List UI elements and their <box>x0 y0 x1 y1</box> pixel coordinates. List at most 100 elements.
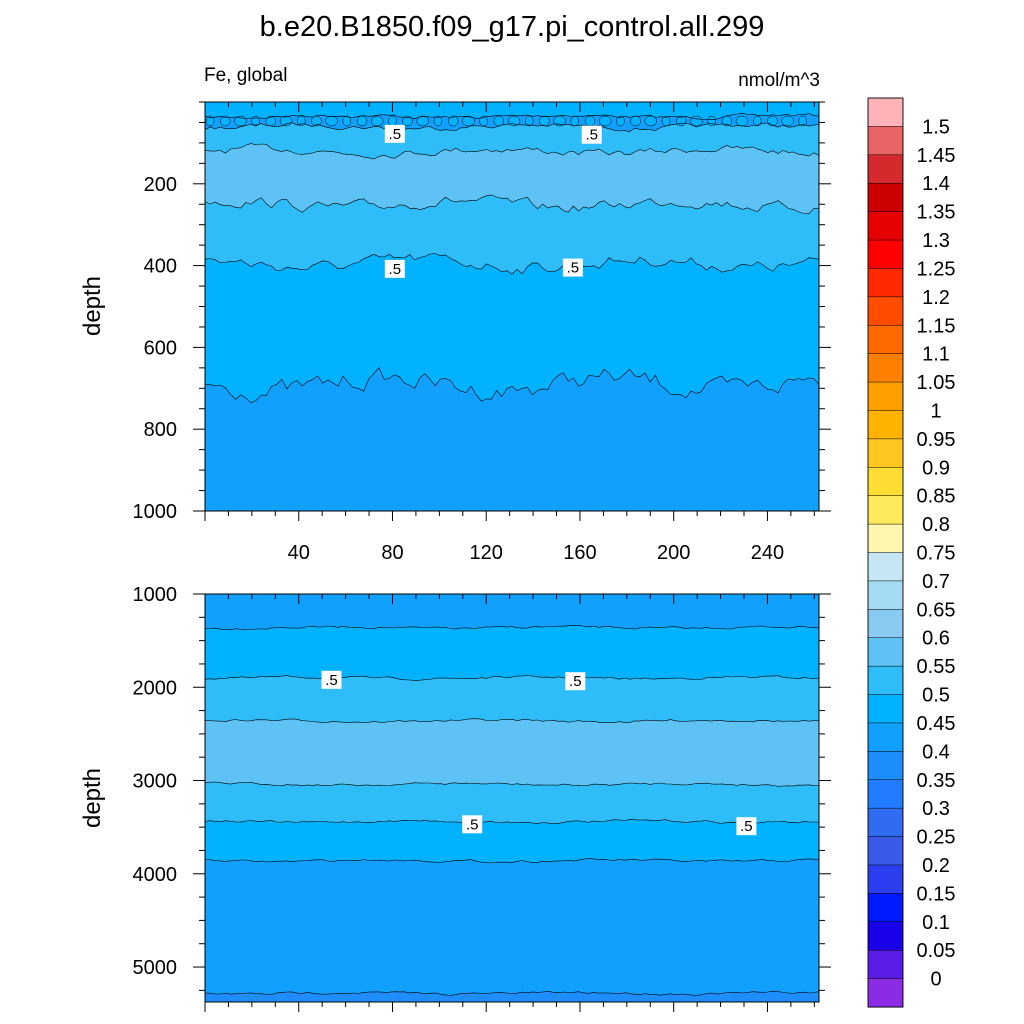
lower-panel: .5 .5 .5 .5 1000 2000 3000 4000 5000 depth <box>79 584 831 1012</box>
upper-band-4 <box>205 194 819 275</box>
colorbar-label: 1.45 <box>917 145 956 167</box>
upper-surface-eddy <box>447 115 459 127</box>
upper-surface-eddy <box>342 115 352 127</box>
upper-surface-eddy <box>570 115 580 127</box>
upper-contour-label-0: .5 <box>389 126 402 143</box>
upper-surface-eddy <box>251 115 260 127</box>
upper-surface-eddy <box>416 115 430 127</box>
colorbar-swatch <box>867 154 904 184</box>
colorbar-label: 0.45 <box>917 713 956 735</box>
lower-contour-lines <box>204 624 820 996</box>
lower-contour-label-box-1 <box>565 672 586 691</box>
colorbar-swatch <box>867 467 904 497</box>
lower-contour-line-5 <box>204 819 820 825</box>
colorbar-label: 0.2 <box>922 855 950 877</box>
upper-ytick-label: 800 <box>144 419 177 441</box>
colorbar-swatch <box>867 609 904 639</box>
upper-ytick-label: 600 <box>144 337 177 359</box>
upper-contour-line-3 <box>204 143 820 160</box>
lower-ytick-label: 1000 <box>133 584 178 606</box>
upper-contour-line-5 <box>204 253 820 275</box>
colorbar-swatch <box>867 864 904 894</box>
colorbar-label: 0.35 <box>917 770 956 792</box>
upper-surface-eddy <box>584 115 596 127</box>
lower-contour-label-2: .5 <box>466 816 479 833</box>
colorbar-label: 1.15 <box>917 315 956 337</box>
lower-band-2 <box>205 675 819 723</box>
colorbar-swatch <box>867 410 904 440</box>
colorbar-swatch <box>867 694 904 724</box>
colorbar-swatch <box>867 268 904 298</box>
upper-contour-lines <box>204 112 820 404</box>
colorbar-label: 1.3 <box>922 230 950 252</box>
lower-contour-label-box-2 <box>462 815 483 834</box>
colorbar-swatch <box>867 893 904 923</box>
upper-band-5 <box>205 253 819 403</box>
upper-band-0 <box>205 102 819 120</box>
colorbar-label: 0.55 <box>917 656 956 678</box>
lower-contour-label-box-3 <box>736 817 757 836</box>
upper-surface-eddy <box>219 115 231 127</box>
colorbar-label: 1.25 <box>917 258 956 280</box>
upper-surface-eddy <box>735 115 749 127</box>
upper-contour-label-1: .5 <box>585 127 598 144</box>
colorbar-label: 0.3 <box>922 798 950 820</box>
colorbar-swatch <box>867 126 904 156</box>
colorbar-label: 0 <box>930 969 941 991</box>
upper-contour-line-2 <box>204 122 820 132</box>
colorbar-label: 0.95 <box>917 429 956 451</box>
colorbar-swatch <box>867 438 904 468</box>
upper-surface-eddy <box>690 115 703 127</box>
lower-contour-fills <box>205 594 819 1002</box>
upper-xtick-label: 80 <box>381 542 403 564</box>
colorbar-swatch <box>867 239 904 269</box>
upper-surface-eddy <box>479 115 488 127</box>
upper-surface-eddy <box>539 115 550 127</box>
upper-surface-eddy <box>721 115 733 127</box>
upper-contour-label-box-1 <box>581 125 602 144</box>
lower-band-1 <box>205 625 819 681</box>
units-label: nmol/m^3 <box>738 70 820 91</box>
upper-surface-eddy <box>598 115 612 127</box>
lower-frame <box>204 593 820 1003</box>
lower-contour-line-1 <box>204 624 820 631</box>
lower-ytick-label: 5000 <box>133 957 178 979</box>
upper-contour-fills <box>205 102 819 511</box>
upper-band-2 <box>205 122 819 159</box>
colorbar-swatch <box>867 637 904 667</box>
upper-surface-eddy <box>798 115 808 127</box>
upper-band-6 <box>205 367 819 511</box>
colorbar-swatch <box>867 182 904 213</box>
colorbar-swatch <box>867 523 904 554</box>
upper-contour-line-6 <box>204 367 820 404</box>
upper-surface-eddy <box>311 115 322 127</box>
colorbar-label: 1.5 <box>922 116 950 138</box>
upper-xtick-label: 160 <box>563 542 596 564</box>
upper-ytick-label: 200 <box>144 174 177 196</box>
colorbar-swatch <box>867 353 904 383</box>
lower-contour-line-3 <box>204 718 820 723</box>
colorbar-label: 0.5 <box>922 685 950 707</box>
lower-contour-labels: .5 .5 .5 .5 <box>321 670 757 836</box>
colorbar-label: 0.7 <box>922 571 950 593</box>
upper-ylabel: depth <box>79 276 106 336</box>
upper-surface-eddy <box>234 115 247 127</box>
colorbar-label: 1 <box>930 401 941 423</box>
upper-xtick-label: 200 <box>657 542 690 564</box>
lower-contour-line-6 <box>204 858 820 864</box>
upper-surface-eddy <box>370 115 384 127</box>
colorbar-label: 0.1 <box>922 912 950 934</box>
lower-band-6 <box>205 858 819 996</box>
colorbar-label: 0.9 <box>922 457 950 479</box>
upper-contour-line-1 <box>204 112 820 120</box>
upper-surface-eddy <box>767 115 778 127</box>
lower-band-0 <box>205 594 819 630</box>
upper-surface-eddy <box>402 115 413 127</box>
upper-contour-label-3: .5 <box>567 260 580 277</box>
lower-band-7 <box>205 991 819 1002</box>
colorbar-swatch <box>867 836 904 866</box>
colorbar-label: 1.05 <box>917 372 956 394</box>
figure-title: b.e20.B1850.f09_g17.pi_control.all.299 <box>260 11 765 43</box>
upper-band-3 <box>205 143 819 214</box>
